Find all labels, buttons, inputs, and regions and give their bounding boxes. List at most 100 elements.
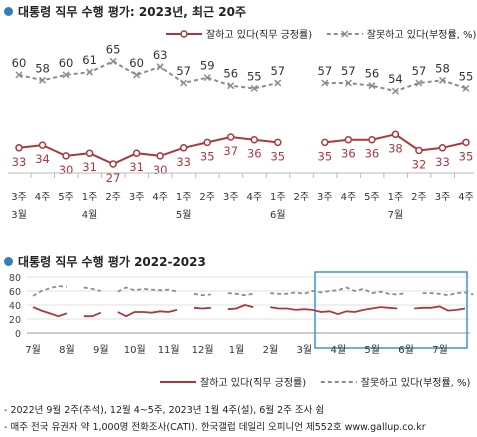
- data-point: [344, 79, 352, 87]
- month-label: 6월: [398, 344, 414, 356]
- x-tick-label: 4주: [246, 192, 262, 203]
- data-point: [415, 146, 423, 155]
- data-label: 35: [318, 149, 333, 163]
- month-label: 7월: [432, 344, 448, 356]
- y-tick-label: 0: [15, 329, 21, 340]
- data-point: [109, 160, 117, 168]
- month-label: 12월: [192, 344, 214, 356]
- data-point: [368, 82, 376, 90]
- data-label: 55: [247, 69, 262, 83]
- series-0-line-3: [193, 306, 211, 310]
- month-label: 1월: [229, 344, 245, 356]
- chart-title-top: 대통령 직무 수행 평가: 2023년, 최근 20주: [4, 3, 246, 20]
- data-label: 54: [388, 72, 403, 86]
- data-point: [180, 79, 188, 87]
- x-tick-label: 4주: [458, 192, 474, 203]
- data-point: [203, 74, 211, 82]
- data-label: 33: [12, 155, 27, 169]
- series-0-line-6: [414, 305, 466, 312]
- data-point: [62, 71, 70, 79]
- data-label: 38: [388, 141, 403, 155]
- data-point: [86, 68, 94, 76]
- data-point: [250, 135, 259, 144]
- highlight-box: [314, 271, 468, 349]
- month-label: 5월: [176, 209, 192, 221]
- data-point: [438, 144, 447, 152]
- x-tick-label: 5주: [364, 192, 380, 203]
- chart-weekly-approval: 잘하고 있다(직무 긍정률) 잘못하고 있다(부정률, %) 33 34 30 31 27 3…: [8, 28, 477, 221]
- data-point: [462, 138, 470, 147]
- x-tick-label: 3주: [11, 192, 27, 203]
- series-1-line-6: [422, 291, 474, 297]
- data-label: 57: [270, 64, 285, 78]
- data-label: 35: [200, 149, 215, 163]
- data-point: [274, 138, 282, 147]
- series-1-line-0: [18, 60, 279, 90]
- data-point: [415, 79, 423, 87]
- data-label: 32: [412, 158, 427, 172]
- data-point: [156, 63, 164, 71]
- footnote-2: - 매주 전국 유권자 약 1,000명 전화조사(CATI). 한국갤럽 데일…: [4, 422, 426, 433]
- month-label: 7월: [25, 344, 41, 356]
- legend-label-0: 잘하고 있다(직무 긍정률): [206, 28, 312, 41]
- data-point: [62, 152, 70, 160]
- data-point: [109, 57, 117, 65]
- x-tick-label: 1주: [176, 192, 192, 203]
- series-1-line-5: [270, 286, 406, 296]
- data-point: [133, 71, 141, 79]
- month-label: 7월: [388, 209, 404, 221]
- x-tick-label: 4주: [35, 192, 51, 203]
- chart-title-bottom: 대통령 직무 수행 평가 2022-2023: [4, 253, 206, 270]
- series-1-line-2: [117, 286, 178, 293]
- x-tick-label: 3주: [435, 192, 451, 203]
- x-tick-label: 1주: [270, 192, 286, 203]
- data-label: 35: [459, 149, 474, 163]
- x-tick-label: 2주: [294, 192, 310, 203]
- x-tick-label: 3주: [129, 192, 145, 203]
- series-0-line-5: [270, 306, 398, 316]
- month-label: 11월: [158, 344, 180, 356]
- chart-yearly-approval: 0 20 40 60 80 7월 8월 9월 10월 11월 12월 1월 2월 3월 4월 5월 6월 7월잘하…: [9, 271, 474, 389]
- data-label: 30: [153, 163, 168, 177]
- data-label: 59: [200, 59, 215, 73]
- chart-title-bottom-text: 대통령 직무 수행 평가 2022-2023: [18, 255, 206, 269]
- legend-label-1: 잘못하고 있다(부정률, %): [367, 28, 477, 41]
- data-point: [38, 141, 47, 149]
- data-point: [274, 79, 282, 87]
- data-point: [15, 71, 23, 79]
- series-0-line-0: [18, 135, 278, 166]
- month-label: 10월: [124, 344, 146, 356]
- data-label: 33: [176, 155, 191, 169]
- x-tick-label: 2주: [199, 192, 215, 203]
- x-tick-label: 5주: [58, 192, 74, 203]
- data-point: [179, 144, 188, 152]
- x-tick-label: 2주: [105, 192, 121, 203]
- data-label: 56: [223, 67, 238, 81]
- data-label: 36: [365, 147, 380, 161]
- data-label: 60: [129, 56, 144, 70]
- data-label: 36: [341, 147, 356, 161]
- data-label: 31: [82, 160, 97, 174]
- legend-marker-1: [341, 30, 349, 38]
- month-label: 6월: [270, 209, 286, 221]
- month-label: 4월: [82, 209, 98, 221]
- data-point: [203, 138, 211, 147]
- series-0-line-2: [117, 309, 178, 318]
- data-label: 31: [129, 160, 144, 174]
- x-tick-label: 3주: [223, 192, 239, 203]
- data-point: [226, 133, 235, 141]
- month-label: 8월: [59, 344, 75, 356]
- data-point: [156, 152, 164, 160]
- x-tick-label: 3주: [317, 192, 333, 203]
- x-tick-label: 1주: [388, 192, 404, 203]
- legend-marker-0: [180, 30, 188, 38]
- data-point: [462, 84, 470, 92]
- y-tick-label: 40: [9, 301, 21, 312]
- y-tick-label: 20: [9, 315, 21, 326]
- chart-title-top-text: 대통령 직무 수행 평가: 2023년, 최근 20주: [18, 5, 247, 19]
- month-label: 5월: [364, 344, 380, 356]
- data-label: 58: [435, 61, 450, 75]
- data-point: [321, 138, 329, 147]
- month-label: 3월: [297, 344, 313, 356]
- data-label: 60: [12, 56, 27, 70]
